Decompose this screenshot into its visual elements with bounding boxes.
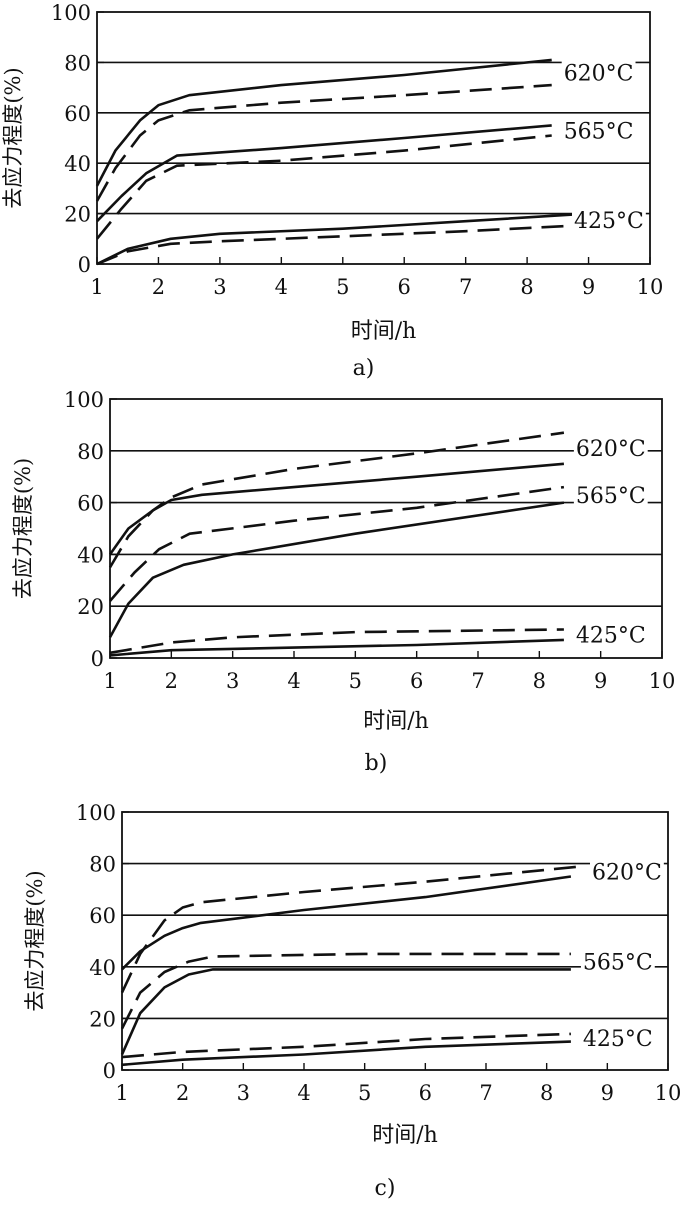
y-tick-label: 0 — [91, 647, 104, 671]
y-tick-label: 0 — [78, 253, 91, 277]
y-axis-title: 去应力程度(%) — [23, 870, 47, 1011]
series-line-565-solid — [120, 968, 571, 1056]
y-tick-label: 20 — [89, 1007, 116, 1031]
panel-caption: c) — [375, 1176, 396, 1201]
y-tick-label: 60 — [89, 904, 116, 928]
x-tick-label: 2 — [176, 1081, 189, 1105]
y-tick-label: 60 — [64, 102, 91, 126]
series-line-620-solid — [95, 58, 552, 187]
plot-frame — [121, 811, 669, 1071]
x-tick-label: 6 — [410, 669, 423, 693]
chart-panel-c: 1 2 3 4 5 6 7 8 9 10020406080100620°C565°C425°C时间… — [23, 801, 681, 1201]
x-tick-label: 9 — [601, 1081, 614, 1105]
temperature-label-bg — [573, 483, 648, 509]
x-tick-label: 4 — [275, 275, 288, 299]
x-tick-label: 9 — [594, 669, 607, 693]
x-tick-label: 7 — [479, 1081, 492, 1105]
panel-caption: a) — [353, 356, 375, 381]
temperature-label-620: 620°C — [564, 61, 634, 86]
temperature-label-bg — [561, 119, 636, 145]
x-tick-label: 7 — [459, 275, 472, 299]
series-line-565-dashed — [120, 952, 571, 1030]
series-line-620-dashed — [108, 431, 565, 569]
series-line-425-solid — [121, 1040, 571, 1067]
x-tick-label: 10 — [649, 669, 676, 693]
y-tick-label: 20 — [64, 203, 91, 227]
x-tick-label: 5 — [358, 1081, 371, 1105]
chart-panel-b: 1 2 3 4 5 6 7 8 9 10020406080100620°C565°C425°C时间… — [11, 388, 675, 776]
y-axis-title: 去应力程度(%) — [11, 458, 35, 599]
temperature-label-bg — [580, 1026, 655, 1052]
temperature-label-425: 425°C — [576, 624, 646, 649]
y-tick-label: 0 — [103, 1059, 116, 1083]
x-tick-label: 8 — [533, 669, 546, 693]
x-tick-label: 10 — [637, 275, 664, 299]
temperature-label-425: 425°C — [583, 1027, 653, 1052]
temperature-label-bg — [580, 950, 655, 976]
series-line-565-dashed — [95, 134, 552, 240]
x-tick-label: 4 — [287, 669, 300, 693]
x-tick-label: 8 — [540, 1081, 553, 1105]
x-tick-label: 8 — [520, 275, 533, 299]
temperature-label-565: 565°C — [564, 119, 634, 144]
x-tick-label: 1 — [103, 669, 116, 693]
x-axis-title: 时间/h — [363, 709, 429, 734]
plot-frame — [96, 11, 651, 265]
x-tick-label: 1 — [90, 275, 103, 299]
x-tick-label: 5 — [336, 275, 349, 299]
temperature-label-bg — [573, 623, 648, 649]
temperature-label-bg — [590, 860, 664, 886]
temperature-label-bg — [573, 437, 648, 463]
y-tick-label: 80 — [77, 440, 104, 464]
x-tick-label: 5 — [349, 669, 362, 693]
series-line-425-solid — [96, 212, 589, 266]
x-tick-label: 2 — [165, 669, 178, 693]
x-tick-label: 3 — [226, 669, 239, 693]
y-tick-label: 40 — [64, 152, 91, 176]
temperature-label-565: 565°C — [576, 484, 646, 509]
temperature-label-bg — [561, 61, 636, 87]
x-tick-label: 4 — [297, 1081, 310, 1105]
plot-frame — [109, 398, 663, 659]
y-tick-label: 100 — [64, 388, 104, 412]
x-tick-label: 9 — [582, 275, 595, 299]
temperature-label-565: 565°C — [583, 951, 653, 976]
x-tick-label: 6 — [419, 1081, 432, 1105]
series-line-425-dashed — [121, 1032, 571, 1059]
chart-panel-a: 1 2 3 4 5 6 7 8 9 10020406080100620°C565°C425°C时间… — [1, 1, 663, 381]
series-line-620-solid — [108, 462, 565, 556]
x-tick-label: 3 — [213, 275, 226, 299]
x-tick-label: 10 — [655, 1081, 681, 1105]
temperature-label-620: 620°C — [576, 437, 646, 462]
x-tick-label: 1 — [115, 1081, 128, 1105]
y-tick-label: 80 — [64, 51, 91, 75]
temperature-label-425: 425°C — [574, 209, 644, 234]
y-tick-label: 100 — [51, 1, 91, 25]
panel-caption: b) — [365, 751, 388, 776]
x-tick-label: 7 — [471, 669, 484, 693]
y-tick-label: 40 — [89, 956, 116, 980]
y-axis-title: 去应力程度(%) — [1, 67, 25, 208]
y-tick-label: 20 — [77, 595, 104, 619]
series-line-425-solid — [109, 638, 564, 657]
series-line-620-solid — [121, 875, 572, 971]
series-line-565-solid — [108, 501, 565, 638]
y-tick-label: 80 — [89, 853, 116, 877]
x-tick-label: 6 — [398, 275, 411, 299]
temperature-label-bg — [572, 208, 646, 234]
series-line-425-dashed — [96, 224, 565, 266]
temperature-label-620: 620°C — [592, 860, 662, 885]
x-axis-title: 时间/h — [372, 1123, 438, 1148]
y-tick-label: 40 — [77, 543, 104, 567]
x-axis-title: 时间/h — [351, 319, 417, 344]
y-tick-label: 60 — [77, 492, 104, 516]
series-line-565-solid — [96, 124, 552, 223]
x-tick-label: 3 — [237, 1081, 250, 1105]
series-line-425-dashed — [109, 628, 564, 655]
series-line-565-dashed — [109, 485, 565, 602]
series-line-620-dashed — [95, 83, 552, 202]
y-tick-label: 100 — [76, 801, 116, 825]
x-tick-label: 2 — [152, 275, 165, 299]
